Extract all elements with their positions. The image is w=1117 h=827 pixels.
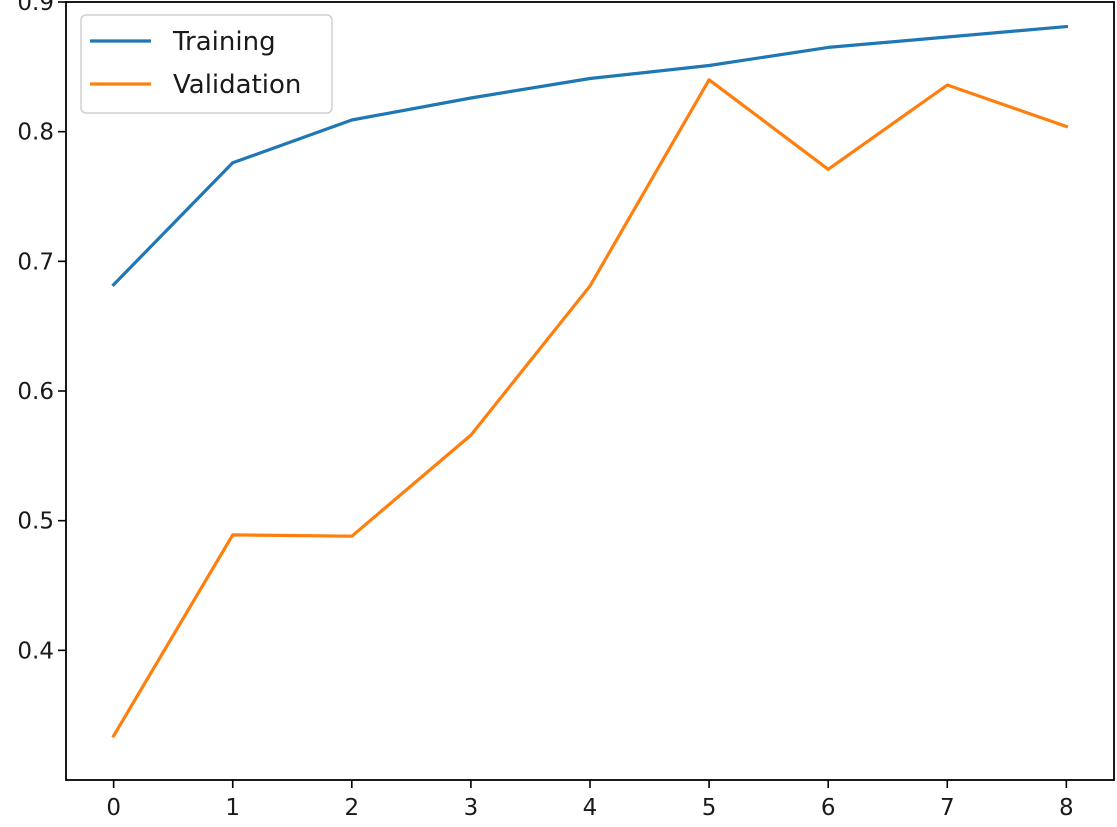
x-tick-label: 3	[464, 795, 479, 821]
series-line-training	[111, 24, 1069, 287]
y-tick-label: 0.9	[17, 0, 54, 16]
x-tick-label: 4	[583, 795, 598, 821]
x-tick-label: 2	[344, 795, 359, 821]
series-line-validation	[111, 78, 1069, 739]
y-tick-label: 0.7	[17, 249, 54, 275]
y-tick-label: 0.8	[17, 120, 54, 146]
y-tick-label: 0.4	[17, 638, 54, 664]
x-tick-label: 6	[821, 795, 836, 821]
x-tick-label: 0	[106, 795, 121, 821]
legend-label-validation: Validation	[173, 70, 301, 100]
y-tick-label: 0.6	[17, 379, 54, 405]
x-tick-label: 1	[225, 795, 240, 821]
legend-label-training: Training	[172, 27, 276, 57]
y-tick-label: 0.5	[17, 509, 54, 535]
series-layer	[111, 24, 1069, 739]
x-tick-label: 5	[702, 795, 717, 821]
legend: Training Validation	[80, 14, 333, 114]
x-tick-label: 7	[940, 795, 955, 821]
plot-frame	[65, 1, 1115, 781]
x-tick-label: 8	[1059, 795, 1074, 821]
ticks-layer: 0 1 2 3 4 5 6 7 8 0.4 0.5 0.6 0.7 0.8 0.9	[17, 0, 1073, 821]
